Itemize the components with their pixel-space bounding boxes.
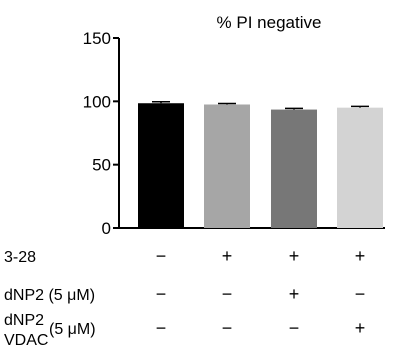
condition-label: dNP2 (5 μM) — [4, 287, 95, 304]
bar — [138, 103, 184, 228]
minus-mark: − — [156, 318, 167, 338]
plus-mark: + — [289, 284, 300, 304]
condition-label-line1: dNP2 — [4, 312, 44, 329]
condition-label-line2: VDAC — [4, 332, 48, 349]
bars-group — [138, 100, 383, 228]
bar — [271, 109, 317, 228]
minus-mark: − — [156, 284, 167, 304]
minus-mark: − — [156, 246, 167, 266]
plus-mark: + — [355, 318, 366, 338]
plus-mark: + — [289, 246, 300, 266]
chart-title: % PI negative — [217, 13, 322, 32]
y-tick-label: 50 — [92, 156, 111, 175]
y-tick-label: 150 — [83, 29, 111, 48]
plus-mark: + — [222, 246, 233, 266]
bar — [204, 104, 250, 228]
minus-mark: − — [222, 318, 233, 338]
minus-mark: − — [222, 284, 233, 304]
condition-table: 3-28 − + + + dNP2 (5 μM) − − + − dNP2 VDAC(5 μM) − − −… — [4, 246, 365, 349]
bar — [337, 107, 383, 228]
y-tick-label: 100 — [83, 92, 111, 111]
y-tick-label: 0 — [102, 219, 111, 238]
condition-label-suffix: (5 μM) — [49, 321, 96, 338]
minus-mark: − — [289, 318, 300, 338]
minus-mark: − — [355, 284, 366, 304]
plus-mark: + — [355, 246, 366, 266]
condition-label: 3-28 — [4, 249, 36, 266]
